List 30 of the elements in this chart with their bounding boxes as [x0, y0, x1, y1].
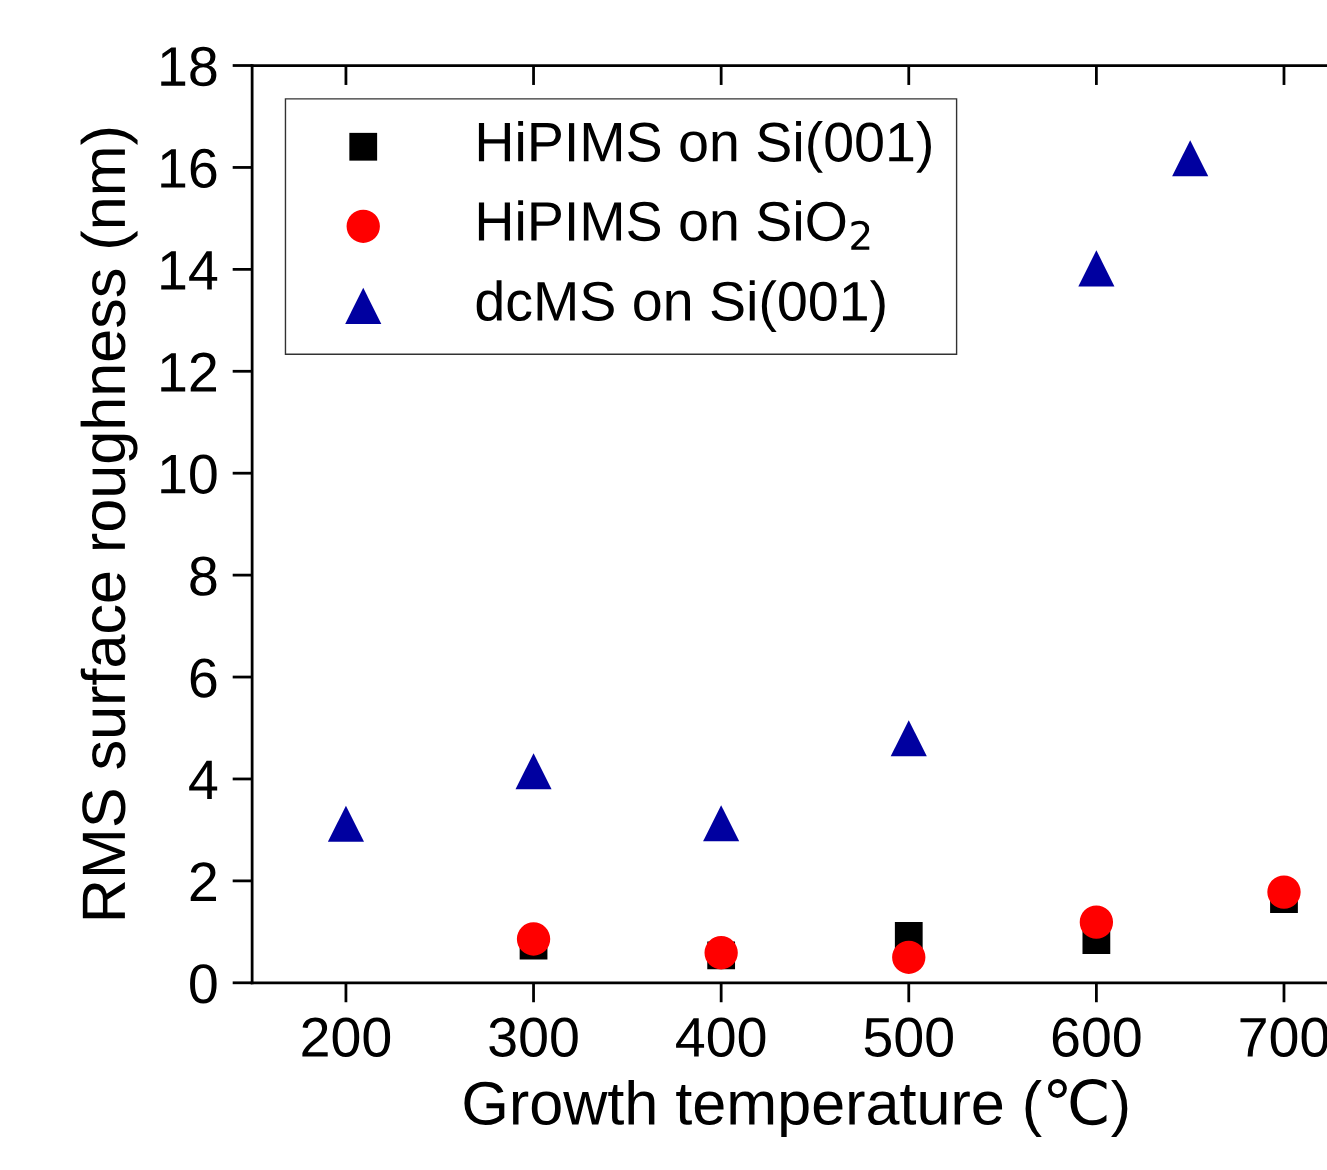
point: [703, 805, 740, 842]
y-tick-label: 10: [161, 454, 217, 494]
y-tick-label: 18: [161, 46, 217, 87]
point: [1078, 250, 1115, 287]
legend-label: HiPIMS on Si(001): [478, 121, 931, 173]
y-tick-label: 4: [189, 760, 218, 800]
y-tick-label: 16: [161, 148, 217, 189]
y-tick-label: 2: [190, 862, 217, 902]
point: [1267, 875, 1301, 909]
y-tick-label: 14: [161, 251, 218, 290]
y-tick-label: 8: [190, 556, 217, 596]
point: [1079, 905, 1114, 939]
x-tick-label: 200: [302, 1017, 391, 1057]
point: [890, 720, 927, 757]
x-tick-label: 600: [1052, 1017, 1141, 1057]
y-tick-label: 0: [190, 964, 217, 1004]
point: [327, 805, 364, 842]
legend-label: HiPIMS on SiO$_{2}$: [478, 200, 870, 250]
y-axis-title: RMS surface roughness (nm): [80, 128, 138, 919]
point: [515, 753, 552, 790]
legend-label: dcMS on Si(001): [476, 280, 885, 332]
x-axis-title: Growth temperature (℃): [464, 1079, 1128, 1138]
x-tick-label: 400: [676, 1017, 766, 1057]
y-tick-label: 12: [161, 352, 217, 392]
x-tick-label: 300: [489, 1017, 578, 1057]
y-tick-label: 6: [190, 658, 217, 698]
x-tick-label: 500: [864, 1017, 953, 1057]
point: [516, 922, 551, 956]
point: [892, 940, 926, 974]
point: [1172, 140, 1209, 177]
